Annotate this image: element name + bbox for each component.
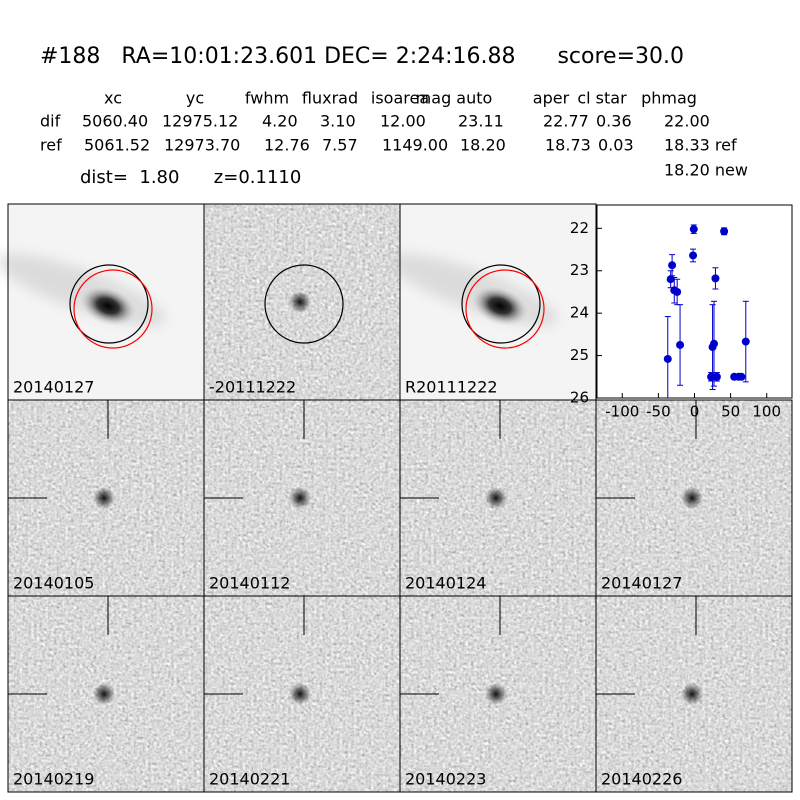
table-cell: dif xyxy=(40,112,61,131)
point xyxy=(710,339,718,348)
table-cell: 3.10 xyxy=(320,112,356,131)
circle-ref xyxy=(69,264,149,344)
x-tick-label: 100 xyxy=(752,403,781,421)
point xyxy=(720,227,729,236)
panel-label: 20140105 xyxy=(13,574,94,593)
point xyxy=(689,251,698,260)
x-tick-label: 50 xyxy=(721,403,740,421)
y-tick-label: 24 xyxy=(570,304,589,322)
column-header: yc xyxy=(186,89,204,108)
table-cell: 18.73 xyxy=(545,136,591,155)
table-cell: 22.77 xyxy=(543,112,589,131)
column-header: isoarea xyxy=(371,89,429,108)
title: #188 RA=10:01:23.601 DEC= 2:24:16.88 sco… xyxy=(40,44,684,69)
column-header: aper xyxy=(533,89,570,108)
column-header: xc xyxy=(104,89,122,108)
table-cell: 5061.52 xyxy=(84,136,150,155)
new-mag: 18.20 new xyxy=(664,161,748,180)
panel-label: 20140127 xyxy=(13,378,94,397)
panel-label: -20111222 xyxy=(209,378,296,397)
x-tick-label: -50 xyxy=(646,403,671,421)
point xyxy=(712,372,721,381)
circle-ref xyxy=(264,264,344,344)
source xyxy=(681,487,703,509)
point xyxy=(689,225,698,234)
source xyxy=(289,291,311,313)
table-cell: 0.03 xyxy=(598,136,634,155)
y-tick-label: 26 xyxy=(570,389,589,407)
point xyxy=(707,372,716,381)
table-cell: 12975.12 xyxy=(162,112,238,131)
table-cell: 18.20 xyxy=(460,136,506,155)
point xyxy=(668,261,677,270)
galaxy xyxy=(77,284,139,328)
source xyxy=(289,683,311,705)
table-cell: 7.57 xyxy=(322,136,358,155)
source xyxy=(485,487,507,509)
y-tick-label: 25 xyxy=(570,346,589,364)
panel-label: 20140226 xyxy=(601,770,682,789)
source xyxy=(93,487,115,509)
panel-label: 20140127 xyxy=(601,574,682,593)
table-cell: 18.33 ref xyxy=(664,136,737,155)
source xyxy=(485,683,507,705)
panel-border xyxy=(595,595,793,793)
y-tick-label: 22 xyxy=(570,219,589,237)
circle-det xyxy=(465,269,545,349)
plot-area xyxy=(596,204,793,399)
panel-label: 20140124 xyxy=(405,574,486,593)
table-cell: 12.76 xyxy=(264,136,310,155)
panel-label: 20140223 xyxy=(405,770,486,789)
column-header: fluxrad xyxy=(302,89,358,108)
point xyxy=(676,340,685,349)
x-tick-label: -100 xyxy=(605,403,639,421)
table-cell: ref xyxy=(40,136,62,155)
column-header: cl star xyxy=(577,89,627,108)
table-cell: 4.20 xyxy=(262,112,298,131)
info: dist= 1.80 z=0.1110 xyxy=(80,167,301,188)
panel-label: R20111222 xyxy=(405,378,498,397)
point xyxy=(711,274,720,283)
point xyxy=(741,337,750,346)
column-header: fwhm xyxy=(245,89,289,108)
point xyxy=(673,287,682,296)
table-cell: 12973.70 xyxy=(164,136,240,155)
circle-ref xyxy=(461,264,541,344)
column-header: phmag xyxy=(641,89,697,108)
panel-label: 20140221 xyxy=(209,770,290,789)
circle-det xyxy=(73,269,153,349)
table-cell: 0.36 xyxy=(596,112,632,131)
column-header: mag auto xyxy=(416,89,493,108)
panel-label: 20140219 xyxy=(13,770,94,789)
source xyxy=(289,487,311,509)
x-tick-label: 0 xyxy=(690,403,700,421)
table-cell: 22.00 xyxy=(664,112,710,131)
source xyxy=(93,683,115,705)
point xyxy=(663,354,672,363)
y-tick-label: 23 xyxy=(570,261,589,279)
point xyxy=(666,275,675,284)
table-cell: 23.11 xyxy=(458,112,504,131)
galaxy xyxy=(469,284,531,328)
table-cell: 5060.40 xyxy=(82,112,148,131)
point xyxy=(737,372,746,381)
table-cell: 1149.00 xyxy=(382,136,448,155)
table-cell: 12.00 xyxy=(380,112,426,131)
panel-label: 20140112 xyxy=(209,574,290,593)
source xyxy=(681,683,703,705)
